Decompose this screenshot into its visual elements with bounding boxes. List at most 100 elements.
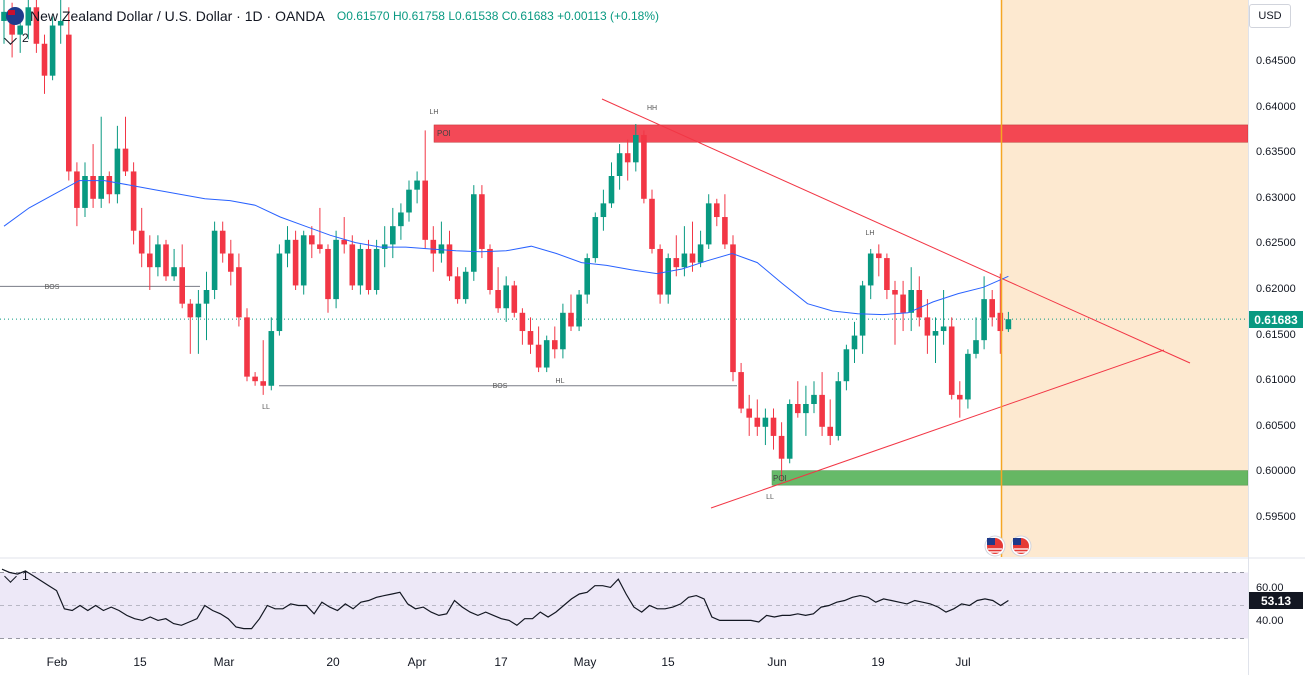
candle-down bbox=[479, 185, 485, 259]
event-flag-icon[interactable] bbox=[984, 535, 1006, 557]
candle-down bbox=[228, 239, 234, 286]
time-tick-label: 20 bbox=[326, 655, 340, 669]
candle-up bbox=[908, 267, 914, 332]
candle-up bbox=[633, 124, 639, 172]
candle-up bbox=[932, 317, 939, 363]
candle-down bbox=[527, 317, 534, 354]
candle-down bbox=[138, 207, 145, 268]
candle-up bbox=[973, 317, 979, 359]
event-flag-icon[interactable] bbox=[1010, 535, 1032, 557]
candle-down bbox=[90, 144, 96, 208]
last-price-tag: 0.61683 bbox=[1249, 311, 1303, 329]
candle-up bbox=[438, 221, 445, 263]
candle-up bbox=[543, 335, 550, 373]
candle-down bbox=[147, 235, 153, 290]
price-tick-label: 0.60500 bbox=[1256, 419, 1296, 432]
currency-button[interactable]: USD bbox=[1249, 4, 1291, 28]
candle-up bbox=[98, 116, 104, 208]
poi-zone-top bbox=[433, 124, 1249, 143]
candle-up bbox=[859, 280, 866, 354]
candle-up bbox=[835, 372, 842, 441]
candle-up bbox=[211, 221, 218, 300]
candle-down bbox=[454, 267, 461, 304]
structure-annotation: LH bbox=[865, 230, 875, 237]
structure-annotation: BOS bbox=[492, 383, 508, 390]
candle-up bbox=[357, 244, 364, 295]
candle-down bbox=[317, 207, 323, 254]
price-tick-label: 0.61000 bbox=[1256, 374, 1296, 387]
candle-down bbox=[714, 198, 720, 227]
candle-down bbox=[422, 130, 428, 249]
candle-down bbox=[66, 7, 72, 181]
candle-up bbox=[592, 212, 599, 263]
candle-up bbox=[373, 239, 380, 295]
nzd-flag-icon bbox=[6, 7, 24, 25]
candle-down bbox=[74, 162, 80, 227]
candle-down bbox=[948, 317, 955, 400]
candle-down bbox=[900, 280, 906, 332]
symbol-header[interactable]: New Zealand Dollar / U.S. Dollar · 1D · … bbox=[6, 5, 659, 27]
candle-up bbox=[203, 271, 210, 341]
candle-up bbox=[276, 244, 283, 336]
price-tick-label: 0.62000 bbox=[1256, 283, 1296, 295]
candle-down bbox=[495, 267, 501, 313]
structure-annotation: POI bbox=[437, 129, 451, 138]
time-tick-label: May bbox=[573, 655, 597, 669]
candle-up bbox=[965, 349, 971, 409]
candle-up bbox=[82, 162, 88, 218]
price-tick-label: 0.61500 bbox=[1256, 328, 1296, 341]
price-tick-label: 0.64500 bbox=[1256, 55, 1296, 67]
time-tick-label: 15 bbox=[661, 655, 675, 669]
candle-down bbox=[778, 422, 785, 482]
candle-down bbox=[552, 326, 558, 359]
structure-annotation: BOS bbox=[44, 284, 60, 291]
time-tick-label: Mar bbox=[213, 655, 235, 669]
candle-up bbox=[268, 317, 275, 391]
candle-down bbox=[487, 244, 493, 295]
open-value: O0.61570 bbox=[336, 9, 390, 23]
price-tick-label: 0.63000 bbox=[1256, 191, 1296, 204]
candle-up bbox=[697, 230, 704, 268]
structure-annotation: LL bbox=[262, 404, 270, 411]
symbol-title[interactable]: New Zealand Dollar / U.S. Dollar · 1D · … bbox=[30, 8, 325, 24]
indicators-toggle[interactable]: 2 bbox=[4, 31, 29, 45]
candle-down bbox=[130, 162, 137, 245]
structure-annotation: POI bbox=[773, 474, 787, 483]
candle-up bbox=[195, 290, 202, 354]
candle-down bbox=[122, 116, 129, 176]
support-trendline bbox=[710, 349, 1165, 509]
candle-down bbox=[33, 0, 40, 53]
candle-up bbox=[406, 180, 412, 222]
time-tick-label: 19 bbox=[871, 655, 885, 669]
candle-down bbox=[446, 230, 453, 281]
projection-zone bbox=[1001, 0, 1248, 557]
candle-down bbox=[511, 280, 518, 318]
structure-annotation: HL bbox=[555, 378, 565, 385]
candle-down bbox=[252, 372, 258, 386]
candle-down bbox=[819, 372, 825, 436]
candle-down bbox=[884, 253, 890, 300]
candle-up bbox=[867, 248, 874, 300]
candle-down bbox=[236, 253, 242, 327]
candle-down bbox=[649, 189, 655, 254]
candle-down bbox=[989, 290, 995, 327]
candle-up bbox=[608, 162, 615, 208]
candle-up bbox=[171, 248, 177, 281]
chevron-icon bbox=[4, 569, 17, 583]
candle-up bbox=[49, 16, 56, 81]
candle-up bbox=[584, 253, 590, 304]
candle-up bbox=[25, 0, 32, 40]
moving-average-line bbox=[3, 180, 1009, 316]
structure-annotation: LL bbox=[766, 494, 774, 501]
price-tick-label: 0.59500 bbox=[1256, 511, 1296, 523]
candle-up bbox=[616, 144, 623, 190]
time-tick-label: Apr bbox=[407, 655, 427, 669]
price-tick-label: 0.60000 bbox=[1256, 465, 1296, 478]
rsi-indicators-toggle[interactable]: 1 bbox=[4, 569, 29, 583]
candle-up bbox=[811, 381, 817, 414]
candle-down bbox=[657, 244, 663, 304]
resistance-trendline bbox=[601, 98, 1191, 364]
time-tick-label: Feb bbox=[46, 655, 68, 669]
candle-down bbox=[673, 235, 680, 277]
